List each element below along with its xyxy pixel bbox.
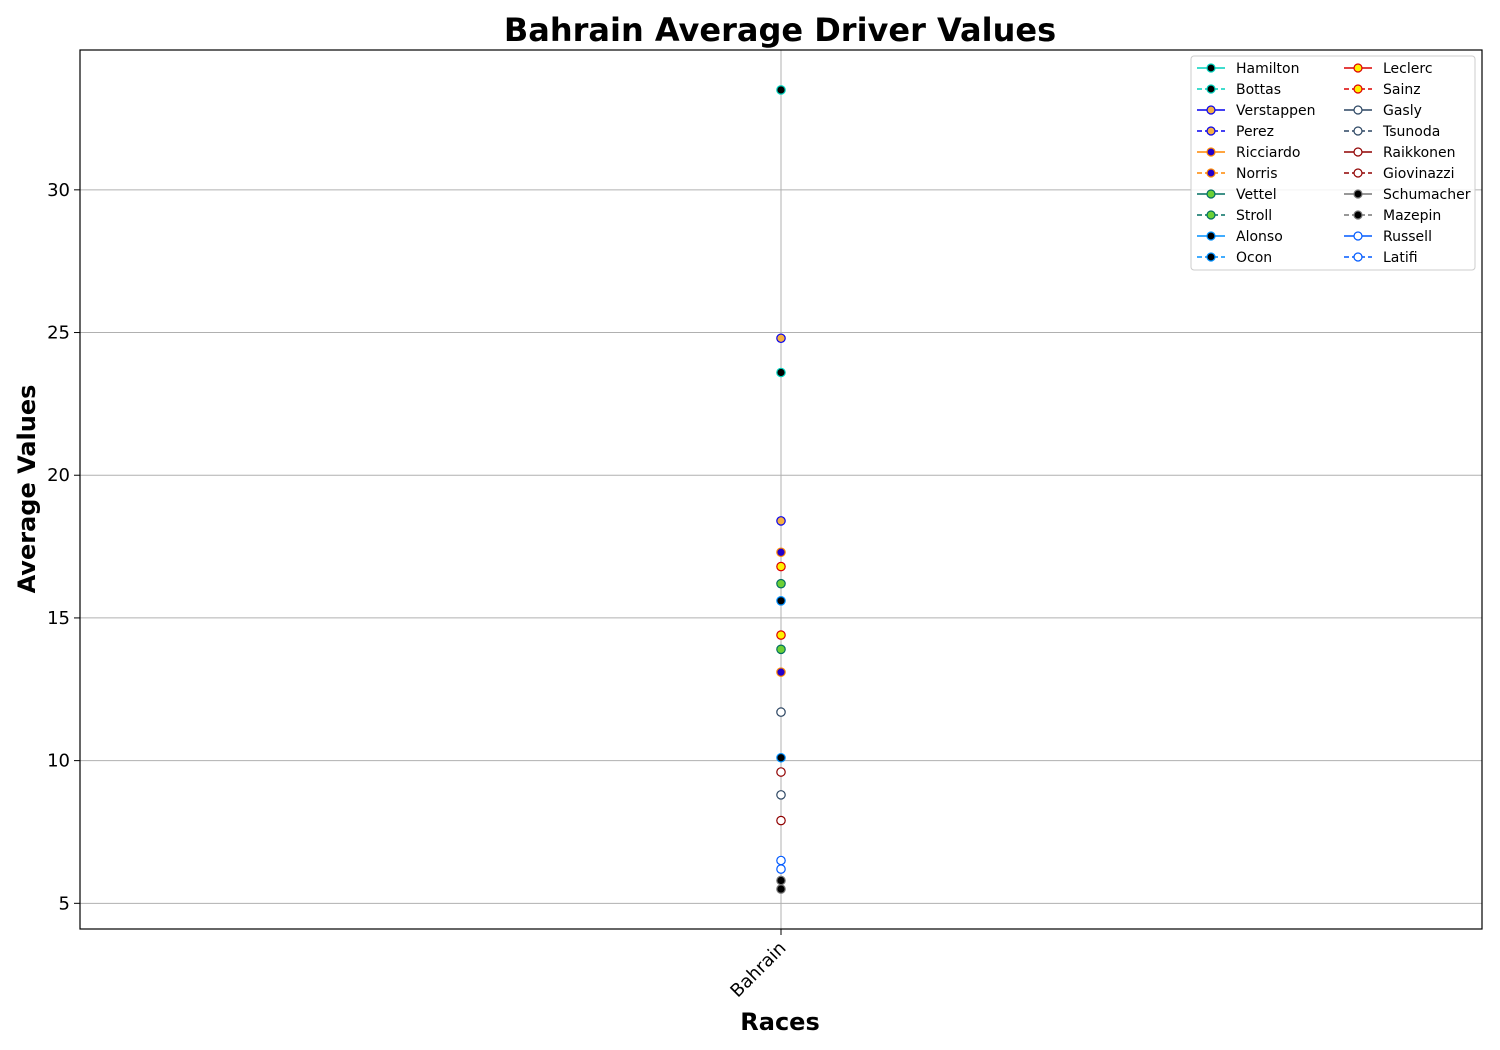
legend-label: Vettel (1236, 187, 1277, 203)
y-tick-label: 30 (47, 180, 70, 201)
data-point-sainz (776, 630, 786, 640)
legend-entry-norris: Norris (1197, 166, 1278, 182)
data-point-latifi (776, 864, 786, 874)
y-axis: 5 10 15 20 25 30 (47, 180, 80, 914)
data-point-russell (776, 855, 786, 866)
x-axis-label: Races (740, 1008, 819, 1036)
data-point-ocon (776, 752, 786, 763)
legend-entry-latifi: Latifi (1344, 250, 1418, 266)
y-tick-label: 5 (59, 893, 70, 914)
legend-label: Stroll (1236, 208, 1272, 224)
legend-entry-alonso: Alonso (1197, 229, 1283, 245)
legend-label: Raikkonen (1383, 145, 1456, 161)
legend-label: Schumacher (1383, 187, 1471, 203)
legend-label: Latifi (1383, 250, 1418, 266)
legend-entry-mazepin: Mazepin (1344, 208, 1441, 224)
legend-label: Verstappen (1236, 103, 1315, 119)
data-point-alonso (776, 596, 786, 606)
legend-label: Tsunoda (1382, 124, 1440, 140)
legend-marker (1206, 84, 1216, 94)
data-point-tsunoda (776, 790, 786, 800)
legend-label: Bottas (1236, 82, 1281, 98)
legend-label: Ocon (1236, 250, 1272, 266)
legend-marker (1206, 105, 1216, 115)
legend-marker (1353, 231, 1363, 241)
data-point-stroll (776, 644, 786, 655)
legend-label: Giovinazzi (1383, 166, 1455, 182)
legend-label: Sainz (1383, 82, 1421, 98)
legend-entry-leclerc: Leclerc (1344, 61, 1433, 77)
legend-marker (1353, 84, 1363, 94)
data-point-bottas (776, 367, 786, 378)
legend-marker (1206, 126, 1216, 136)
legend: Hamilton Bottas Verstappen Perez Ricciardo No… (1190, 55, 1476, 271)
legend-marker (1206, 210, 1216, 220)
legend-marker (1206, 231, 1216, 241)
legend-marker (1353, 189, 1363, 199)
data-point-schumacher (776, 884, 786, 894)
legend-marker (1353, 63, 1363, 73)
legend-label: Perez (1236, 124, 1274, 140)
legend-marker (1353, 105, 1363, 115)
y-tick-label: 20 (47, 465, 70, 486)
legend-entry-verstappen: Verstappen (1197, 103, 1315, 119)
data-point-gasly (776, 707, 786, 717)
legend-entry-hamilton: Hamilton (1197, 61, 1299, 77)
legend-entry-ocon: Ocon (1197, 250, 1272, 266)
data-point-verstappen (776, 333, 786, 344)
legend-label: Hamilton (1236, 61, 1299, 77)
legend-entry-tsunoda: Tsunoda (1344, 124, 1440, 140)
legend-entry-stroll: Stroll (1197, 208, 1272, 224)
data-point-giovinazzi (776, 815, 786, 826)
legend-marker (1353, 210, 1363, 220)
y-tick-label: 15 (47, 608, 70, 629)
legend-marker (1206, 252, 1216, 262)
data-point-perez (776, 516, 786, 526)
legend-marker (1353, 252, 1363, 262)
data-points (776, 85, 786, 894)
legend-entry-perez: Perez (1197, 124, 1274, 140)
legend-entry-russell: Russell (1344, 229, 1432, 245)
legend-marker (1353, 147, 1363, 157)
legend-label: Russell (1383, 229, 1432, 245)
legend-label: Mazepin (1383, 208, 1441, 224)
legend-entry-bottas: Bottas (1197, 82, 1281, 98)
data-point-vettel (776, 578, 786, 589)
y-tick-label: 25 (47, 323, 70, 344)
y-axis-label: Average Values (13, 385, 41, 594)
data-point-ricciardo (776, 547, 786, 558)
data-point-leclerc (776, 561, 786, 572)
data-point-mazepin (776, 875, 786, 886)
legend-marker (1206, 168, 1216, 178)
legend-marker (1206, 189, 1216, 199)
data-point-norris (776, 667, 786, 677)
legend-entry-gasly: Gasly (1344, 103, 1422, 119)
legend-marker (1206, 147, 1216, 157)
legend-entry-vettel: Vettel (1197, 187, 1277, 203)
legend-label: Ricciardo (1236, 145, 1300, 161)
data-point-raikkonen (776, 767, 786, 777)
legend-entry-raikkonen: Raikkonen (1344, 145, 1456, 161)
legend-label: Alonso (1236, 229, 1283, 245)
legend-entry-schumacher: Schumacher (1344, 187, 1471, 203)
legend-label: Gasly (1383, 103, 1422, 119)
legend-marker (1353, 126, 1363, 136)
y-tick-label: 10 (47, 751, 70, 772)
chart-title: Bahrain Average Driver Values (504, 11, 1056, 49)
legend-entry-sainz: Sainz (1344, 82, 1421, 98)
legend-entry-ricciardo: Ricciardo (1197, 145, 1300, 161)
legend-box (1190, 55, 1476, 271)
legend-label: Leclerc (1383, 61, 1433, 77)
legend-label: Norris (1236, 166, 1278, 182)
legend-entry-giovinazzi: Giovinazzi (1344, 166, 1455, 182)
legend-marker (1206, 63, 1216, 73)
legend-marker (1353, 168, 1363, 178)
data-point-hamilton (776, 85, 786, 95)
